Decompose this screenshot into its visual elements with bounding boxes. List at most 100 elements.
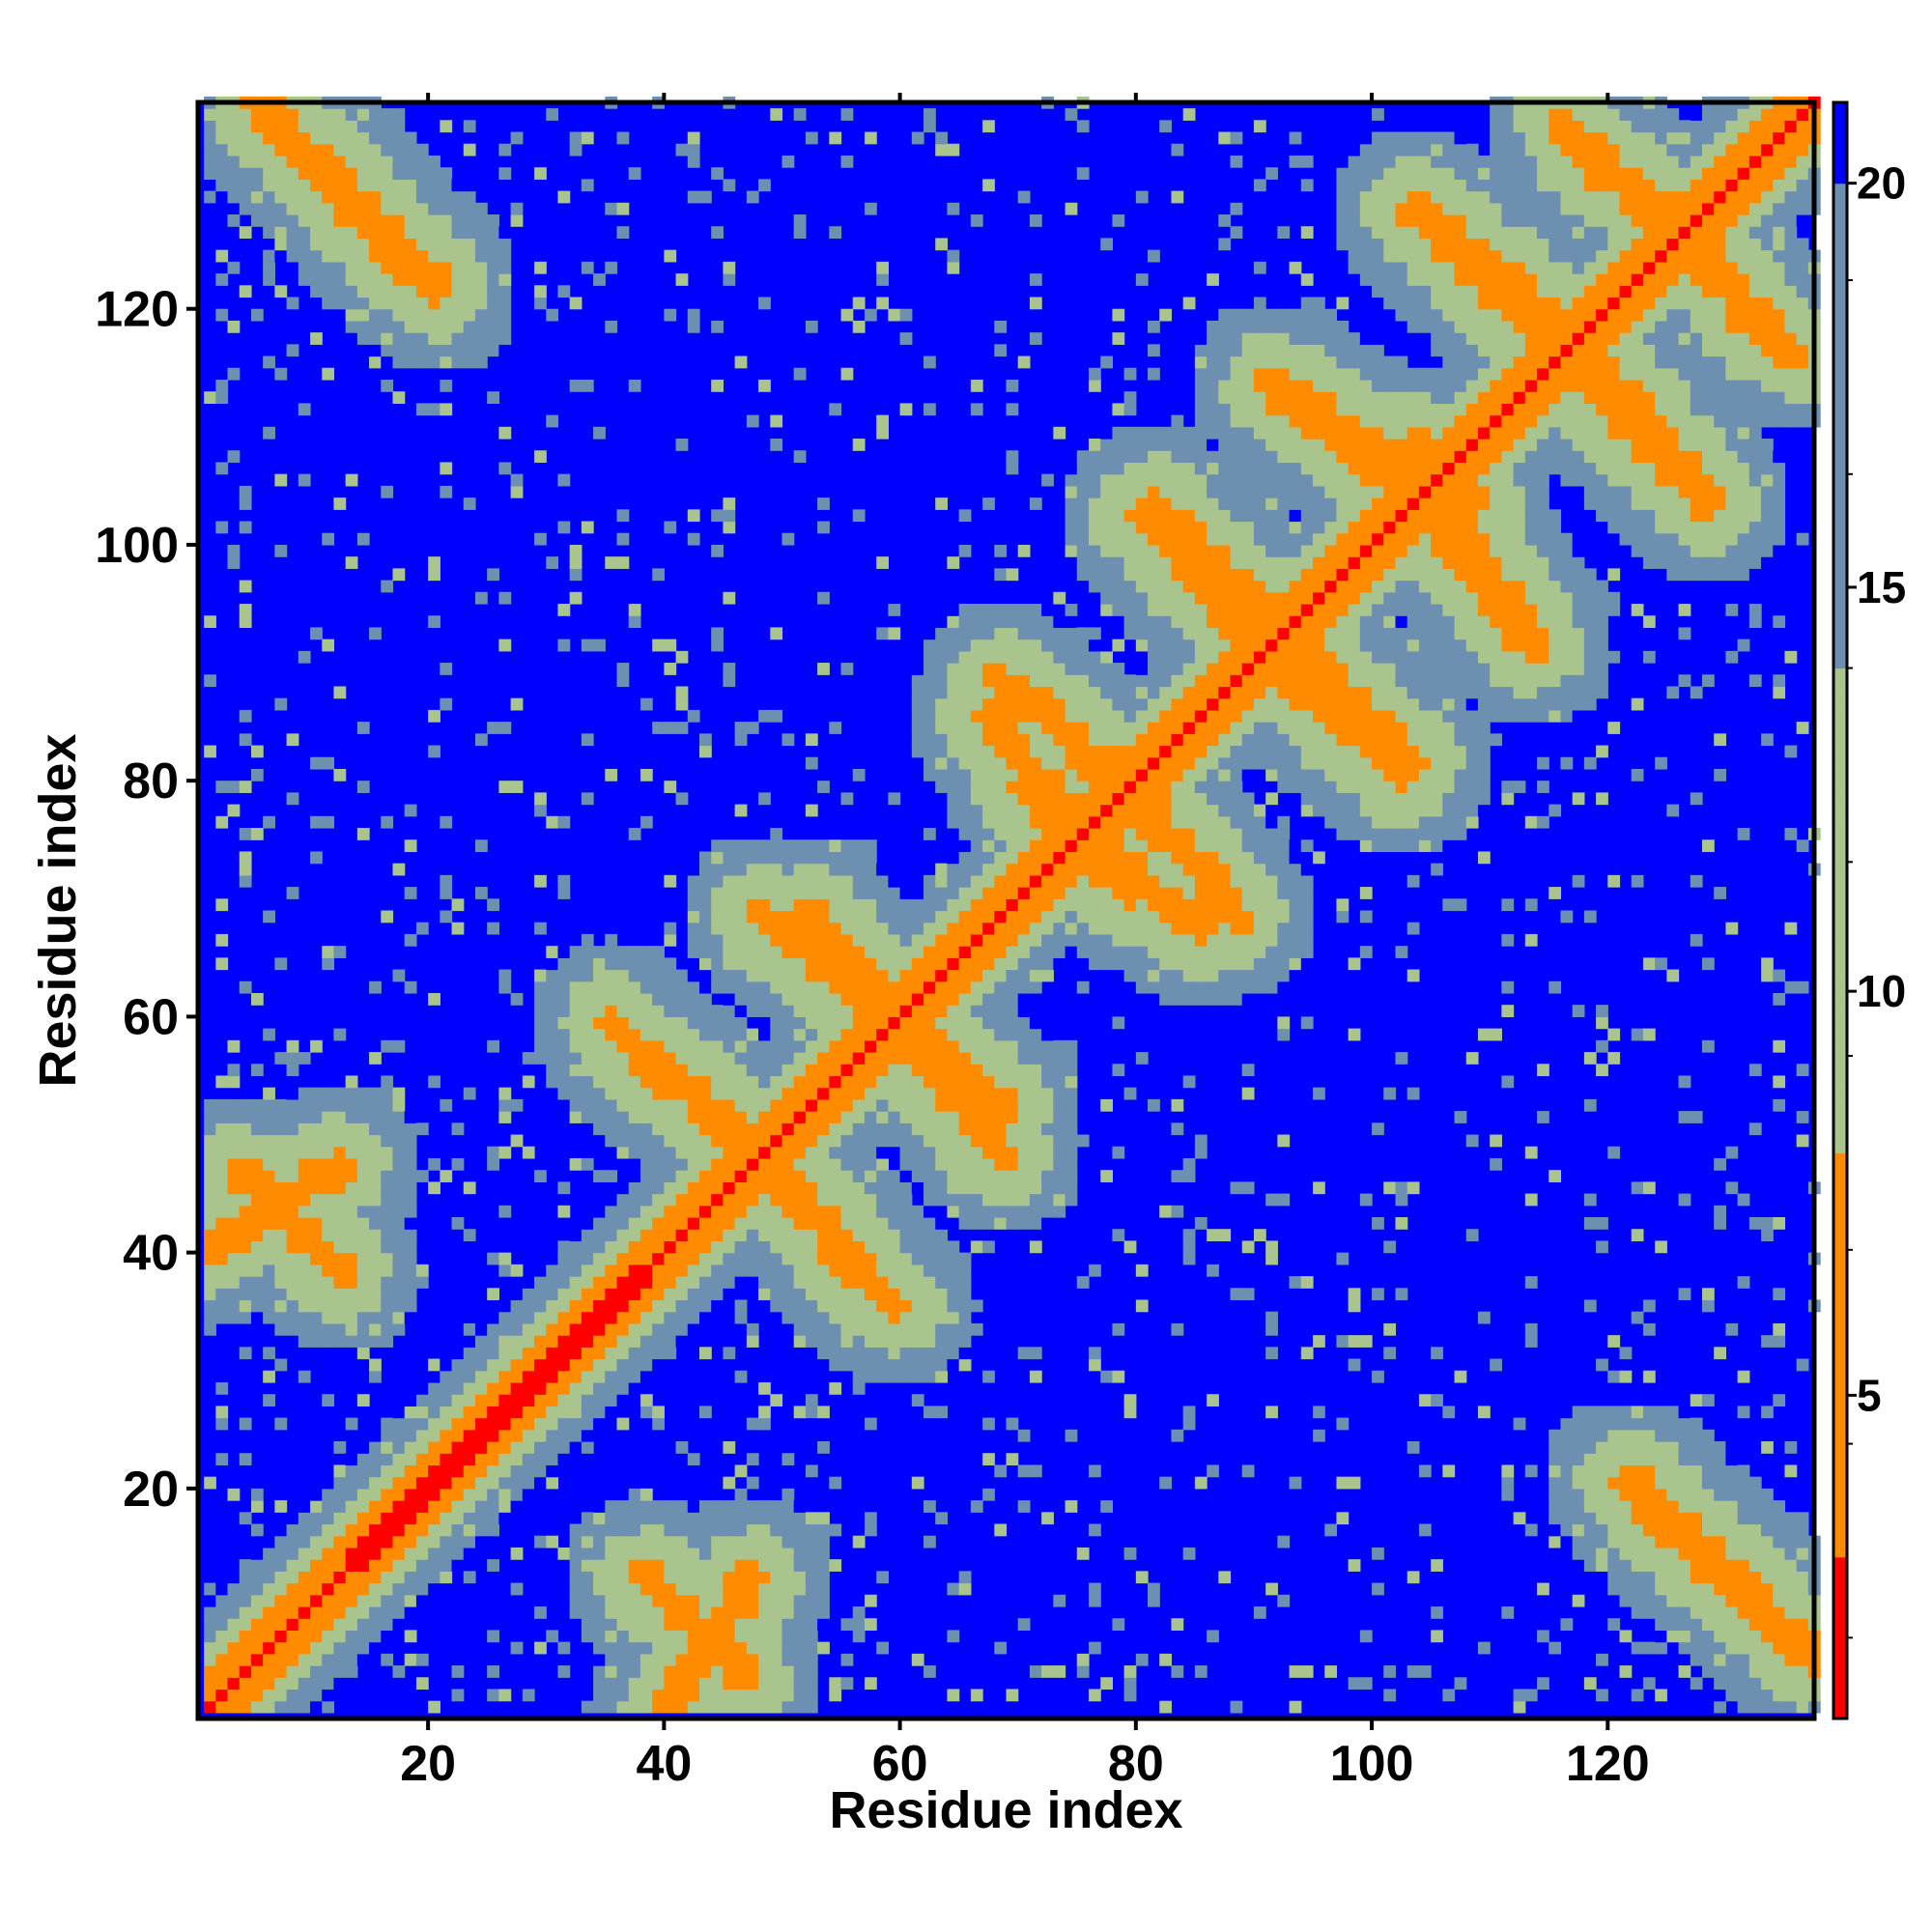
- heatmap-cell: [746, 1689, 759, 1702]
- heatmap-cell: [345, 285, 358, 298]
- heatmap-cell: [947, 143, 960, 156]
- heatmap-cell: [652, 1005, 665, 1017]
- heatmap-cell: [263, 1665, 275, 1678]
- heatmap-cell: [440, 887, 453, 899]
- heatmap-cell: [829, 1157, 842, 1171]
- heatmap-cell: [1053, 1170, 1066, 1182]
- heatmap-cell: [274, 1052, 288, 1065]
- heatmap-cell: [1112, 957, 1125, 971]
- heatmap-cell: [215, 1205, 229, 1218]
- heatmap-cell: [664, 1322, 677, 1336]
- heatmap-cell: [298, 1276, 311, 1289]
- heatmap-cell: [1148, 426, 1160, 440]
- heatmap-cell: [1207, 521, 1219, 534]
- heatmap-cell: [605, 1700, 618, 1714]
- heatmap-cell: [1053, 863, 1066, 876]
- heatmap-cell: [487, 1441, 499, 1454]
- heatmap-cell: [286, 143, 299, 156]
- heatmap-cell: [345, 1098, 358, 1112]
- heatmap-cell: [557, 1453, 571, 1466]
- heatmap-cell: [970, 379, 983, 392]
- heatmap-cell: [227, 1288, 241, 1301]
- heatmap-cell: [758, 1618, 771, 1632]
- heatmap-cell: [440, 1500, 453, 1513]
- heatmap-cell: [781, 1311, 795, 1324]
- heatmap-cell: [723, 521, 736, 534]
- heatmap-cell: [1088, 663, 1101, 675]
- heatmap-cell: [1112, 544, 1125, 557]
- heatmap-cell: [840, 1005, 854, 1017]
- heatmap-cell: [758, 1217, 771, 1230]
- heatmap-cell: [852, 1087, 866, 1100]
- heatmap-cell: [1006, 910, 1019, 923]
- heatmap-cell: [805, 1005, 818, 1017]
- heatmap-cell: [1065, 1170, 1078, 1182]
- heatmap-cell: [369, 1181, 382, 1195]
- heatmap-cell: [923, 355, 936, 369]
- heatmap-cell: [356, 320, 370, 333]
- heatmap-cell: [1029, 1181, 1042, 1195]
- heatmap-cell: [404, 1181, 417, 1195]
- heatmap-cell: [298, 1641, 311, 1655]
- heatmap-cell: [639, 1276, 653, 1289]
- heatmap-cell: [1148, 756, 1160, 770]
- heatmap-cell: [711, 1157, 724, 1171]
- heatmap-cell: [982, 663, 995, 675]
- heatmap-cell: [1041, 851, 1054, 865]
- heatmap-cell: [227, 1605, 241, 1619]
- heatmap-cell: [711, 874, 724, 888]
- heatmap-cell: [333, 143, 347, 156]
- heatmap-cell: [415, 261, 429, 274]
- heatmap-cell: [746, 933, 759, 947]
- heatmap-cell: [1159, 946, 1173, 958]
- heatmap-cell: [415, 344, 429, 357]
- heatmap-cell: [274, 1500, 288, 1513]
- heatmap-cell: [581, 1523, 594, 1537]
- heatmap-cell: [381, 1653, 394, 1666]
- heatmap-cell: [628, 1653, 641, 1666]
- heatmap-cell: [852, 1347, 866, 1360]
- heatmap-cell: [876, 1134, 889, 1148]
- heatmap-cell: [298, 120, 311, 133]
- heatmap-cell: [793, 1299, 807, 1313]
- heatmap-cell: [947, 1630, 960, 1643]
- heatmap-cell: [1148, 946, 1160, 958]
- heatmap-cell: [298, 1370, 311, 1383]
- heatmap-cell: [1135, 1299, 1149, 1313]
- heatmap-cell: [1159, 863, 1173, 876]
- heatmap-cell: [1159, 426, 1173, 440]
- heatmap-cell: [369, 155, 382, 168]
- heatmap-cell: [1159, 544, 1173, 557]
- heatmap-cell: [899, 1276, 913, 1289]
- heatmap-cell: [581, 521, 594, 534]
- heatmap-cell: [1053, 1064, 1066, 1077]
- heatmap-cell: [770, 992, 783, 1006]
- heatmap-cell: [534, 969, 547, 982]
- heatmap-cell: [817, 1252, 830, 1265]
- heatmap-cell: [840, 1618, 854, 1632]
- heatmap-cell: [286, 1535, 299, 1548]
- heatmap-cell: [793, 1098, 807, 1112]
- heatmap-cell: [639, 1358, 653, 1372]
- heatmap-cell: [1029, 1157, 1042, 1171]
- heatmap-cell: [1076, 839, 1090, 853]
- heatmap-cell: [711, 969, 724, 982]
- heatmap-cell: [1123, 922, 1137, 935]
- heatmap-cell: [239, 980, 252, 994]
- heatmap-cell: [415, 355, 429, 369]
- heatmap-cell: [1148, 604, 1160, 616]
- heatmap-cell: [487, 320, 499, 333]
- heatmap-cell: [840, 1252, 854, 1265]
- heatmap-cell: [322, 273, 335, 286]
- heatmap-cell: [239, 1665, 252, 1678]
- heatmap-cell: [711, 1229, 724, 1242]
- heatmap-cell: [805, 1181, 818, 1195]
- heatmap-cell: [711, 1122, 724, 1136]
- heatmap-cell: [310, 1288, 323, 1301]
- heatmap-cell: [1029, 1039, 1042, 1053]
- heatmap-cell: [935, 674, 949, 688]
- heatmap-cell: [723, 839, 736, 853]
- heatmap-cell: [263, 426, 275, 440]
- heatmap-cell: [982, 1181, 995, 1195]
- heatmap-cell: [994, 898, 1008, 912]
